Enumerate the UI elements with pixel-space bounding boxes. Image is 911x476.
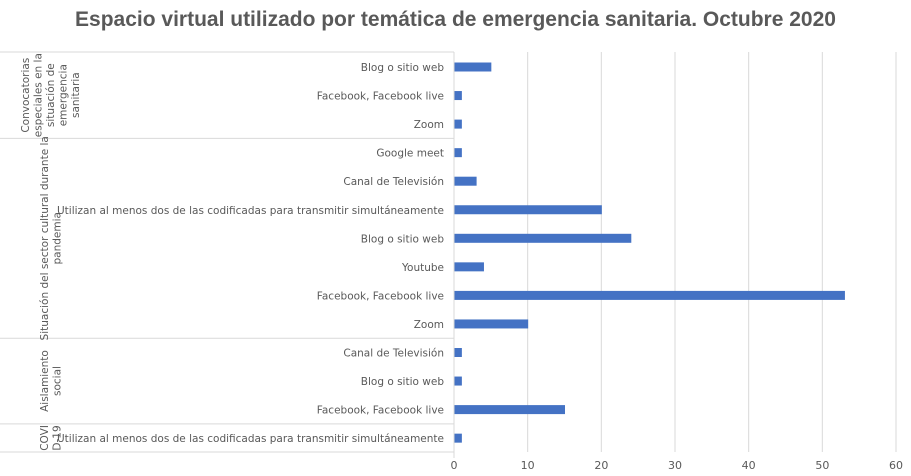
group-label-line: emergencia	[58, 64, 70, 126]
category-label: Zoom	[414, 119, 444, 131]
group-label-line: Convocatorias	[20, 58, 32, 133]
category-label: Facebook, Facebook live	[317, 91, 444, 103]
group-label-line: D-19	[51, 425, 63, 450]
bars	[454, 62, 845, 443]
x-tick-label: 20	[594, 459, 608, 472]
group-label: COVID-19	[39, 425, 64, 451]
bar	[454, 405, 565, 415]
category-label: Blog o sitio web	[361, 62, 445, 74]
group-label-line: situación de	[45, 63, 57, 127]
group-label-line: especiales en la	[33, 53, 45, 137]
group-separators	[0, 51, 454, 453]
bar	[454, 290, 845, 300]
category-label: Youtube	[401, 262, 444, 274]
bar	[454, 119, 462, 129]
x-tick-label: 40	[742, 459, 756, 472]
bar	[454, 148, 462, 158]
category-label: Google meet	[376, 148, 444, 160]
group-labels: Convocatoriasespeciales en lasituación d…	[20, 53, 82, 451]
category-labels: Blog o sitio web Facebook, Facebook live Z…	[57, 62, 444, 445]
grid-lines	[527, 52, 897, 452]
category-label: Utilizan al menos dos de las codificadas…	[57, 205, 444, 217]
group-label-line: pandemia	[51, 212, 63, 264]
bar	[454, 205, 602, 215]
bar	[454, 91, 462, 101]
x-tick-label: 50	[815, 459, 829, 472]
bar	[454, 348, 462, 357]
group-label-line: sanitaria	[70, 72, 82, 118]
bar	[454, 262, 484, 272]
bar	[454, 319, 529, 329]
category-label: Facebook, Facebook live	[317, 405, 444, 417]
bar	[454, 176, 477, 186]
group-label: Situación del sector cultural durante la…	[39, 136, 64, 340]
category-label: Blog o sitio web	[361, 376, 445, 388]
group-label-line: social	[51, 366, 63, 396]
category-label: Canal de Televisión	[343, 176, 444, 188]
group-label-line: Situación del sector cultural durante la	[39, 136, 51, 340]
group-label: Aislamientosocial	[39, 350, 64, 412]
x-tick-label: 60	[889, 459, 903, 472]
x-tick-label: 10	[521, 459, 535, 472]
bar	[454, 233, 632, 243]
x-tick-label: 30	[668, 459, 682, 472]
x-tick-label: 0	[451, 459, 458, 472]
category-label: Facebook, Facebook live	[317, 290, 444, 302]
group-label-line: COVI	[39, 425, 51, 451]
bar	[454, 433, 462, 443]
group-label-line: Aislamiento	[39, 350, 51, 412]
chart-title: Espacio virtual utilizado por temática d…	[75, 8, 836, 31]
category-label: Utilizan al menos dos de las codificadas…	[57, 433, 444, 445]
bar	[454, 376, 462, 386]
x-axis-ticks: 0 10 20 30 40 50 60	[451, 459, 904, 472]
group-label: Convocatoriasespeciales en lasituación d…	[20, 53, 82, 137]
bar	[454, 62, 492, 72]
category-label: Blog o sitio web	[361, 233, 445, 245]
category-label: Canal de Televisión	[343, 348, 444, 360]
category-label: Zoom	[414, 319, 444, 331]
